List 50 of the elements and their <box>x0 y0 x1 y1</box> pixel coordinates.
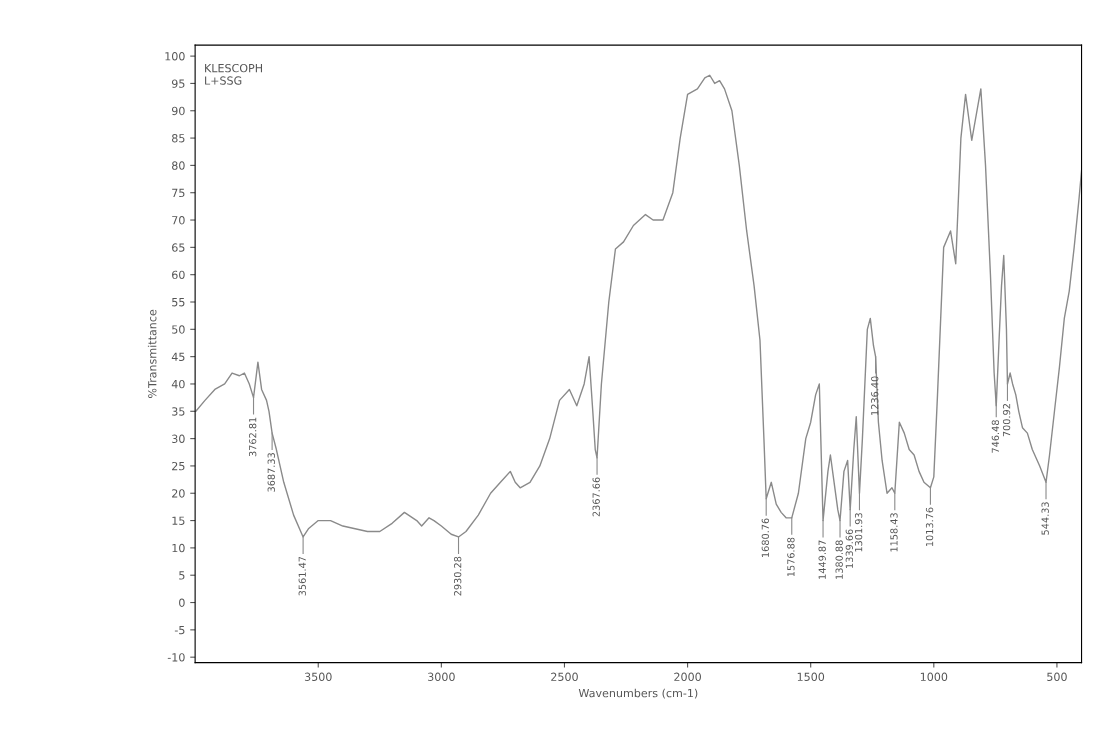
x-tick-label: 2500 <box>551 672 578 681</box>
annotation: 1380.88 <box>835 540 843 579</box>
y-tick-label: 15 <box>172 516 185 525</box>
x-tick-label: 1000 <box>920 672 948 681</box>
text: KLESCOPH L+SSG <box>205 63 263 85</box>
annotation: 700.92 <box>1002 404 1011 437</box>
annotation: 1576.88 <box>787 537 795 577</box>
x-tick-label: 3000 <box>428 672 455 681</box>
y-tick-label: 70 <box>172 216 185 225</box>
x-tick-label: 1500 <box>797 672 825 681</box>
y-tick-label: 50 <box>172 325 185 334</box>
x-tick-label: 500 <box>1047 672 1067 681</box>
y-tick-label: 35 <box>172 407 185 416</box>
y-tick-label: 45 <box>171 352 185 362</box>
y-tick-label: 80 <box>172 161 185 170</box>
annotation: 1301.93 <box>854 513 863 552</box>
annotation: 1236.40 <box>871 376 879 415</box>
y-tick-label: 20 <box>172 489 185 498</box>
annotation: 3687.33 <box>267 453 275 492</box>
y-axis-title: %Transmittance <box>147 309 157 398</box>
y-tick-label: 55 <box>172 298 185 307</box>
y-tick-label: -5 <box>174 625 185 635</box>
annotation: 1680.76 <box>761 518 770 557</box>
y-tick-label: 10 <box>172 543 185 553</box>
y-tick-label: 30 <box>172 434 185 443</box>
y-tick-label: -10 <box>167 653 185 662</box>
x-tick-label: 2000 <box>674 672 701 681</box>
y-tick-label: 40 <box>171 379 185 389</box>
annotation: 1013.76 <box>925 507 934 547</box>
annotation: 1339.66 <box>845 529 853 568</box>
y-tick-label: 65 <box>172 243 185 252</box>
y-tick-label: 60 <box>172 270 185 280</box>
annotation: 3762.81 <box>249 417 257 457</box>
annotation: 746.48 <box>991 420 1000 453</box>
y-tick-label: 5 <box>179 571 185 580</box>
y-tick-label: 95 <box>171 79 185 88</box>
y-tick-label: 75 <box>172 188 185 198</box>
annotation: 2930.28 <box>453 556 462 596</box>
y-tick-label: 25 <box>172 461 185 471</box>
annotation: 544.33 <box>1041 502 1049 535</box>
annotation: 2367.66 <box>592 477 600 517</box>
annotation: 3561.47 <box>298 556 306 596</box>
y-tick-label: 100 <box>165 52 185 61</box>
annotation: 1158.43 <box>890 513 898 552</box>
y-tick-label: 0 <box>179 598 185 607</box>
x-axis-title: Wavenumbers (cm-1) <box>578 688 698 699</box>
y-tick-label: 90 <box>171 106 185 116</box>
annotation: 1449.87 <box>818 540 826 579</box>
x-tick-label: 3500 <box>304 672 332 681</box>
y-tick-label: 85 <box>172 134 185 143</box>
